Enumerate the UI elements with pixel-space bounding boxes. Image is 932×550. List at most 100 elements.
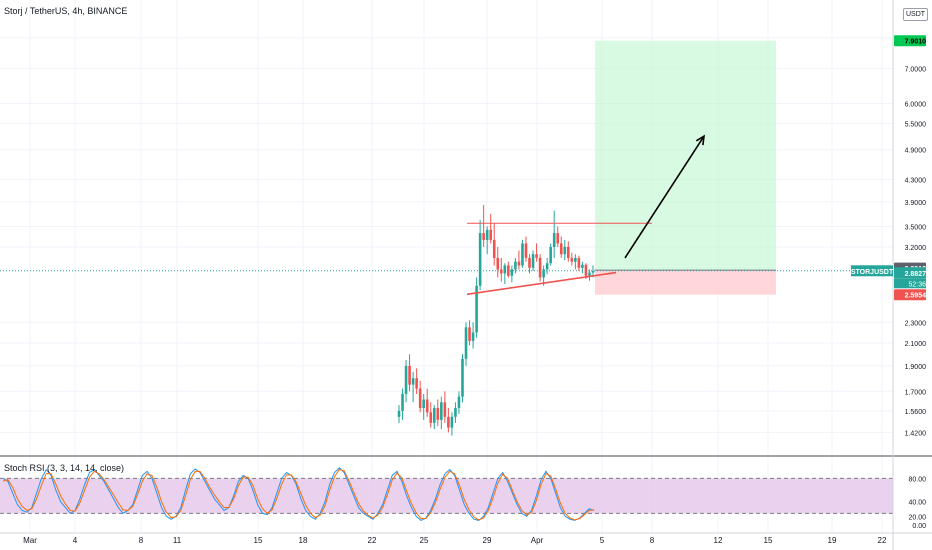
candle-body bbox=[450, 416, 454, 428]
stoch-k-line bbox=[2, 467, 595, 521]
x-tick-label: 18 bbox=[299, 536, 308, 545]
candle-body bbox=[556, 233, 560, 244]
candle-body bbox=[503, 265, 507, 274]
candle-body bbox=[418, 388, 422, 408]
y-tick-label: 1.4200 bbox=[905, 430, 927, 437]
candle-body bbox=[531, 254, 535, 268]
rsi-y-tick-label: 80.00 bbox=[908, 476, 926, 483]
stoch-rsi-title[interactable]: Stoch RSI (3, 3, 14, 14, close) bbox=[4, 463, 125, 473]
x-tick-label: 15 bbox=[254, 536, 263, 545]
price-label: 2.8827 bbox=[905, 271, 927, 278]
candle-body bbox=[443, 402, 447, 417]
candle-body bbox=[447, 416, 450, 428]
candle-body bbox=[545, 263, 549, 270]
x-tick-label: 11 bbox=[173, 536, 182, 545]
candle-body bbox=[507, 265, 510, 276]
x-tick-label: 22 bbox=[368, 536, 377, 545]
symbol-tag: STORJUSDT bbox=[851, 269, 894, 276]
price-label: 7.9010 bbox=[905, 39, 927, 46]
candle-body bbox=[588, 272, 591, 276]
target-zone bbox=[595, 40, 776, 271]
x-tick-label: 5 bbox=[600, 536, 605, 545]
position-zones bbox=[595, 40, 776, 295]
y-tick-label: 7.0000 bbox=[905, 66, 927, 73]
arrow-head bbox=[695, 134, 706, 146]
stoch-rsi-panel bbox=[0, 467, 893, 521]
candle-body bbox=[499, 269, 503, 274]
x-tick-label: Apr bbox=[531, 536, 544, 545]
y-tick-label: 1.7000 bbox=[905, 389, 927, 396]
candle-body bbox=[517, 261, 521, 266]
candle-body bbox=[510, 269, 514, 276]
y-tick-label: 3.5000 bbox=[905, 225, 927, 232]
price-label-box bbox=[894, 289, 926, 301]
candle-body bbox=[570, 257, 574, 262]
y-tick-label: 1.9000 bbox=[905, 364, 927, 371]
candle-body bbox=[542, 269, 545, 278]
x-tick-label: 25 bbox=[420, 536, 429, 545]
candle-body bbox=[514, 261, 517, 270]
projection-arrow bbox=[624, 135, 705, 259]
candle-body bbox=[535, 254, 538, 258]
price-label-box bbox=[894, 35, 926, 47]
candle-body bbox=[581, 264, 584, 268]
candle-body bbox=[567, 246, 570, 258]
y-tick-label: 4.3000 bbox=[905, 178, 927, 185]
candle-body bbox=[397, 410, 401, 417]
candle-body bbox=[521, 243, 524, 266]
candle-body bbox=[404, 365, 408, 394]
chart-title: Storj / TetherUS, 4h, BINANCE bbox=[4, 6, 128, 16]
candle-body bbox=[591, 270, 595, 273]
candle-body bbox=[482, 233, 485, 240]
candle-body bbox=[559, 243, 563, 255]
candle-body bbox=[415, 378, 418, 389]
price-label: 2.5954 bbox=[905, 293, 927, 300]
x-tick-label: 19 bbox=[828, 536, 837, 545]
candle-body bbox=[475, 285, 478, 333]
y-tick-label: 4.9000 bbox=[905, 148, 927, 155]
candle-body bbox=[478, 233, 482, 286]
candle-body bbox=[454, 407, 457, 417]
candle-body bbox=[425, 399, 429, 413]
y-tick-label: 6.0000 bbox=[905, 102, 927, 109]
countdown-label: 52:36 bbox=[908, 281, 926, 288]
candle-body bbox=[432, 407, 436, 423]
candles bbox=[397, 204, 595, 436]
candle-body bbox=[436, 407, 440, 420]
y-tick-label: 3.9000 bbox=[905, 200, 927, 207]
candle-body bbox=[408, 365, 411, 385]
x-tick-label: 15 bbox=[764, 536, 773, 545]
candle-body bbox=[538, 257, 542, 278]
y-tick-label: 2.1000 bbox=[905, 341, 927, 348]
candle-body bbox=[574, 257, 577, 262]
candle-body bbox=[577, 257, 581, 268]
y-tick-label: 5.5000 bbox=[905, 121, 927, 128]
candle-body bbox=[464, 327, 468, 359]
candle-body bbox=[429, 412, 433, 423]
x-tick-label: 29 bbox=[483, 536, 492, 545]
candle-body bbox=[524, 243, 528, 258]
candle-body bbox=[528, 257, 531, 268]
stop-zone bbox=[595, 270, 776, 295]
candle-body bbox=[440, 402, 443, 420]
candle-body bbox=[485, 229, 489, 240]
price-label-box bbox=[894, 267, 926, 279]
candle-body bbox=[496, 257, 500, 270]
candle-body bbox=[492, 239, 496, 258]
candle-body bbox=[549, 246, 552, 264]
y-tick-label: 3.2000 bbox=[905, 245, 927, 252]
candle-body bbox=[584, 264, 588, 276]
candle-body bbox=[401, 393, 404, 411]
candle-body bbox=[461, 358, 464, 397]
support-trendline bbox=[466, 271, 617, 296]
y-tick-label: 2.3000 bbox=[905, 320, 927, 327]
x-tick-label: 4 bbox=[73, 536, 78, 545]
rsi-y-tick-label: 0.00 bbox=[912, 523, 926, 530]
drawings-front bbox=[466, 134, 706, 296]
currency-button[interactable]: USDT bbox=[903, 8, 928, 21]
y-tick-label: 1.5600 bbox=[905, 409, 927, 416]
stoch-rsi-band bbox=[0, 478, 893, 514]
